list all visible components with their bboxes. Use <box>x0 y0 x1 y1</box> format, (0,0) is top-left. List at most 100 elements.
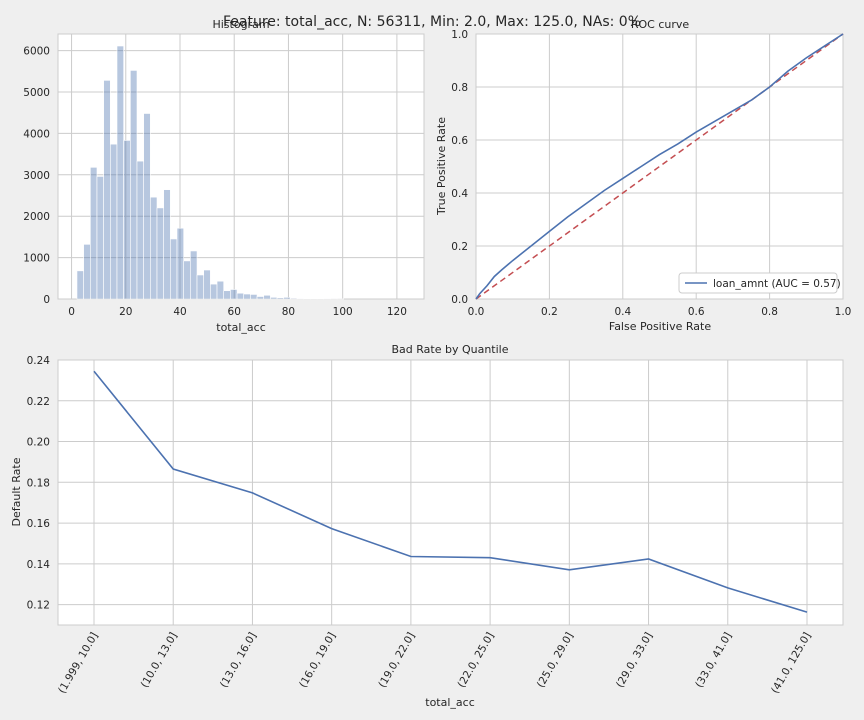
roc-y-tick-label: 0.2 <box>451 241 468 253</box>
histogram-bar <box>130 70 138 300</box>
histogram-title: Histogram <box>212 18 269 31</box>
histogram-y-tick-label: 5000 <box>23 87 50 99</box>
bad-rate-title: Bad Rate by Quantile <box>391 343 508 356</box>
roc-legend-label: loan_amnt (AUC = 0.57) <box>713 278 841 290</box>
histogram-bar <box>183 260 191 300</box>
histogram-x-tick-label: 80 <box>282 306 295 318</box>
histogram-bar <box>236 292 245 300</box>
bad-rate-x-ticks: (1.999, 10.0] (10.0, 13.0] (13.0, 16.0] (16… <box>56 631 814 696</box>
bad-rate-y-ticks: 0.12 0.14 0.16 0.18 0.20 0.22 0.24 <box>27 355 51 612</box>
roc-y-tick-label: 0.6 <box>451 135 468 147</box>
histogram-x-tick-label: 0 <box>68 306 75 318</box>
bad-rate-line-group <box>93 370 808 613</box>
histogram-x-ticks: 0 20 40 60 80 100 120 <box>68 306 407 318</box>
histogram-bar <box>170 238 178 300</box>
roc-y-tick-label: 0.8 <box>451 82 468 94</box>
histogram-bar <box>143 113 151 300</box>
histogram-grid <box>58 34 424 300</box>
histogram-bar <box>243 293 251 300</box>
histogram-panel: Histogram 0 20 40 60 80 100 120 0 1000 2000 3000 4… <box>23 18 425 334</box>
histogram-bar <box>256 296 265 300</box>
bad-rate-x-tick-label: (10.0, 13.0] <box>139 631 180 690</box>
roc-y-label: True Positive Rate <box>435 117 448 216</box>
histogram-bar <box>150 196 158 300</box>
histogram-bar <box>123 140 131 300</box>
histogram-y-tick-label: 4000 <box>23 128 50 140</box>
bad-rate-x-tick-label: (19.0, 22.0] <box>376 631 417 690</box>
histogram-bar <box>76 270 84 300</box>
histogram-bar <box>223 290 231 300</box>
histogram-bar <box>96 176 104 300</box>
roc-y-tick-label: 0.4 <box>451 188 468 200</box>
figure-suptitle: Feature: total_acc, N: 56311, Min: 2.0, … <box>223 14 641 30</box>
histogram-plot-area <box>57 33 425 300</box>
histogram-bar <box>163 189 171 300</box>
bad-rate-x-tick-label: (41.0, 125.0] <box>769 631 814 696</box>
histogram-bar <box>210 283 218 300</box>
roc-x-tick-label: 0.0 <box>468 306 485 318</box>
histogram-bar <box>196 274 204 300</box>
histogram-x-tick-label: 100 <box>333 306 353 318</box>
histogram-x-tick-label: 20 <box>119 306 132 318</box>
bad-rate-x-tick-label: (16.0, 19.0] <box>297 631 338 690</box>
bad-rate-y-tick-label: 0.24 <box>27 355 51 367</box>
roc-curve-line <box>475 33 844 300</box>
histogram-x-label: total_acc <box>216 321 266 334</box>
histogram-bar <box>230 289 238 300</box>
roc-x-label: False Positive Rate <box>609 320 711 333</box>
bad-rate-y-label: Default Rate <box>10 457 23 526</box>
histogram-bar <box>103 80 111 300</box>
histogram-x-tick-label: 120 <box>387 306 407 318</box>
roc-title: ROC curve <box>631 18 690 31</box>
histogram-bar <box>216 280 225 300</box>
roc-panel: ROC curve 0.0 0.2 0.4 0.6 0.8 1.0 0.00.20.40.… <box>435 18 851 333</box>
roc-legend: loan_amnt (AUC = 0.57) <box>678 272 841 294</box>
roc-y-ticks: 0.0 0.2 0.4 0.6 0.8 1.0 <box>451 29 468 306</box>
histogram-y-tick-label: 2000 <box>23 211 50 223</box>
roc-grid <box>475 33 844 300</box>
roc-x-tick-label: 1.0 <box>835 306 852 318</box>
histogram-y-tick-label: 0 <box>43 294 50 306</box>
bad-rate-x-tick-label: (25.0, 29.0] <box>535 631 576 690</box>
bad-rate-y-tick-label: 0.18 <box>27 477 50 489</box>
roc-x-tick-label: 0.2 <box>541 306 558 318</box>
histogram-bar <box>263 294 271 300</box>
bad-rate-y-tick-label: 0.14 <box>27 559 51 571</box>
bad-rate-x-tick-label: (22.0, 25.0] <box>455 631 496 690</box>
histogram-bar <box>83 244 91 300</box>
histogram-bar <box>176 227 184 300</box>
bad-rate-y-tick-label: 0.12 <box>27 600 50 612</box>
bad-rate-y-tick-label: 0.22 <box>27 396 50 408</box>
histogram-x-tick-label: 40 <box>173 306 186 318</box>
bad-rate-panel: Bad Rate by Quantile (1.999, 10.0] (10.0,… <box>10 343 844 709</box>
histogram-x-tick-label: 60 <box>228 306 241 318</box>
histogram-bar <box>290 297 298 300</box>
histogram-bar <box>116 45 124 300</box>
bad-rate-x-tick-label: (29.0, 33.0] <box>614 631 655 690</box>
roc-x-ticks: 0.0 0.2 0.4 0.6 0.8 1.0 <box>468 306 852 318</box>
histogram-bar <box>156 207 164 300</box>
roc-diagonal-line <box>475 33 844 300</box>
histogram-bar <box>296 298 305 300</box>
roc-y-tick-label: 1.0 <box>451 29 468 41</box>
histogram-bar <box>90 167 98 300</box>
bad-rate-x-tick-label: (1.999, 10.0] <box>56 631 101 696</box>
bad-rate-y-tick-label: 0.20 <box>27 437 50 449</box>
roc-x-tick-label: 0.4 <box>614 306 631 318</box>
bad-rate-line <box>93 370 808 613</box>
roc-x-tick-label: 0.6 <box>688 306 705 318</box>
histogram-bar <box>283 297 291 300</box>
bad-rate-grid <box>58 359 843 625</box>
histogram-y-ticks: 0 1000 2000 3000 4000 5000 6000 <box>23 46 50 306</box>
bad-rate-plot-area <box>57 359 844 626</box>
bad-rate-y-tick-label: 0.16 <box>27 518 51 530</box>
histogram-bar <box>270 297 278 300</box>
bad-rate-x-tick-label: (33.0, 41.0] <box>693 631 734 690</box>
bad-rate-x-label: total_acc <box>425 696 475 709</box>
histogram-bar <box>276 297 285 300</box>
histogram-bar <box>203 269 211 300</box>
roc-lines <box>475 33 844 300</box>
roc-legend-box <box>678 272 838 294</box>
histogram-y-tick-label: 6000 <box>23 46 50 58</box>
